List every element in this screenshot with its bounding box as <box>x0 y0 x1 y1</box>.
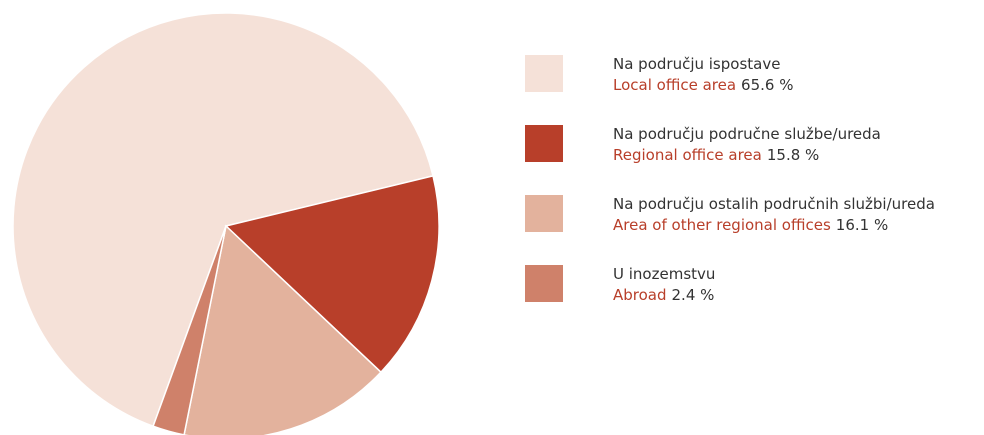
legend-value-label: 65.6 % <box>741 76 793 94</box>
legend-sublabel: Abroad 2.4 % <box>613 286 714 304</box>
legend-english-label: Area of other regional offices <box>613 216 831 234</box>
legend-label: U inozemstvu <box>613 265 715 283</box>
legend-label: Na području ostalih područnih službi/ure… <box>613 195 935 213</box>
pie-slice <box>183 224 382 435</box>
legend-value-label: 16.1 % <box>836 216 888 234</box>
legend-english-label: Regional office area <box>613 146 762 164</box>
legend-swatch <box>525 195 563 232</box>
legend-label: Na području ispostave <box>613 55 780 73</box>
legend-sublabel: Local office area 65.6 % <box>613 76 793 94</box>
legend-label: Na području područne službe/ureda <box>613 125 881 143</box>
legend-swatch <box>525 55 563 92</box>
pie-slice <box>12 12 434 428</box>
legend-value-label: 2.4 % <box>672 286 715 304</box>
legend-english-label: Abroad <box>613 286 667 304</box>
legend-swatch <box>525 265 563 302</box>
pie-slice <box>224 174 440 374</box>
legend-sublabel: Regional office area 15.8 % <box>613 146 819 164</box>
legend-swatch <box>525 125 563 162</box>
legend-sublabel: Area of other regional offices 16.1 % <box>613 216 888 234</box>
legend-english-label: Local office area <box>613 76 736 94</box>
legend-value-label: 15.8 % <box>767 146 819 164</box>
